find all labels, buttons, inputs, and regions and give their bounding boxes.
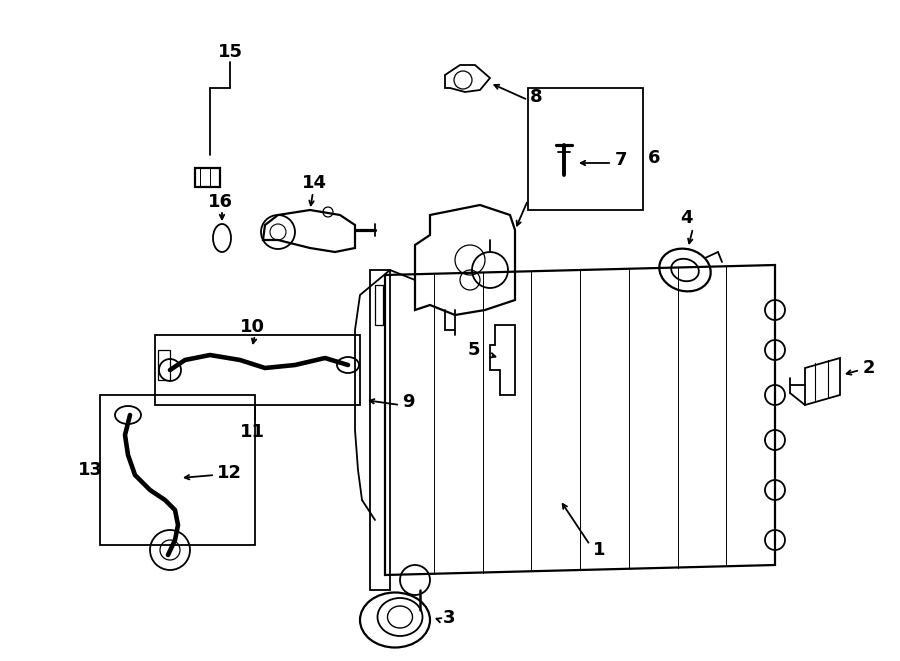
Text: 6: 6	[648, 149, 661, 167]
Text: 9: 9	[402, 393, 415, 411]
Text: 4: 4	[680, 209, 692, 227]
Text: 16: 16	[208, 193, 233, 211]
Bar	[158, 350, 170, 380]
Text: 2: 2	[863, 359, 876, 377]
Text: 1: 1	[593, 541, 606, 559]
Text: 12: 12	[217, 464, 242, 482]
Bar	[100, 395, 255, 545]
Text: 7: 7	[615, 151, 627, 169]
Text: 11: 11	[240, 423, 265, 441]
Text: 10: 10	[240, 318, 265, 336]
Text: 5: 5	[468, 341, 481, 359]
Text: 3: 3	[443, 609, 455, 627]
Text: 13: 13	[78, 461, 103, 479]
Bar	[155, 335, 360, 405]
Bar	[528, 88, 643, 210]
Text: 14: 14	[302, 174, 327, 192]
Bar	[375, 285, 383, 325]
Text: 15: 15	[218, 43, 243, 61]
Text: 8: 8	[530, 88, 543, 106]
